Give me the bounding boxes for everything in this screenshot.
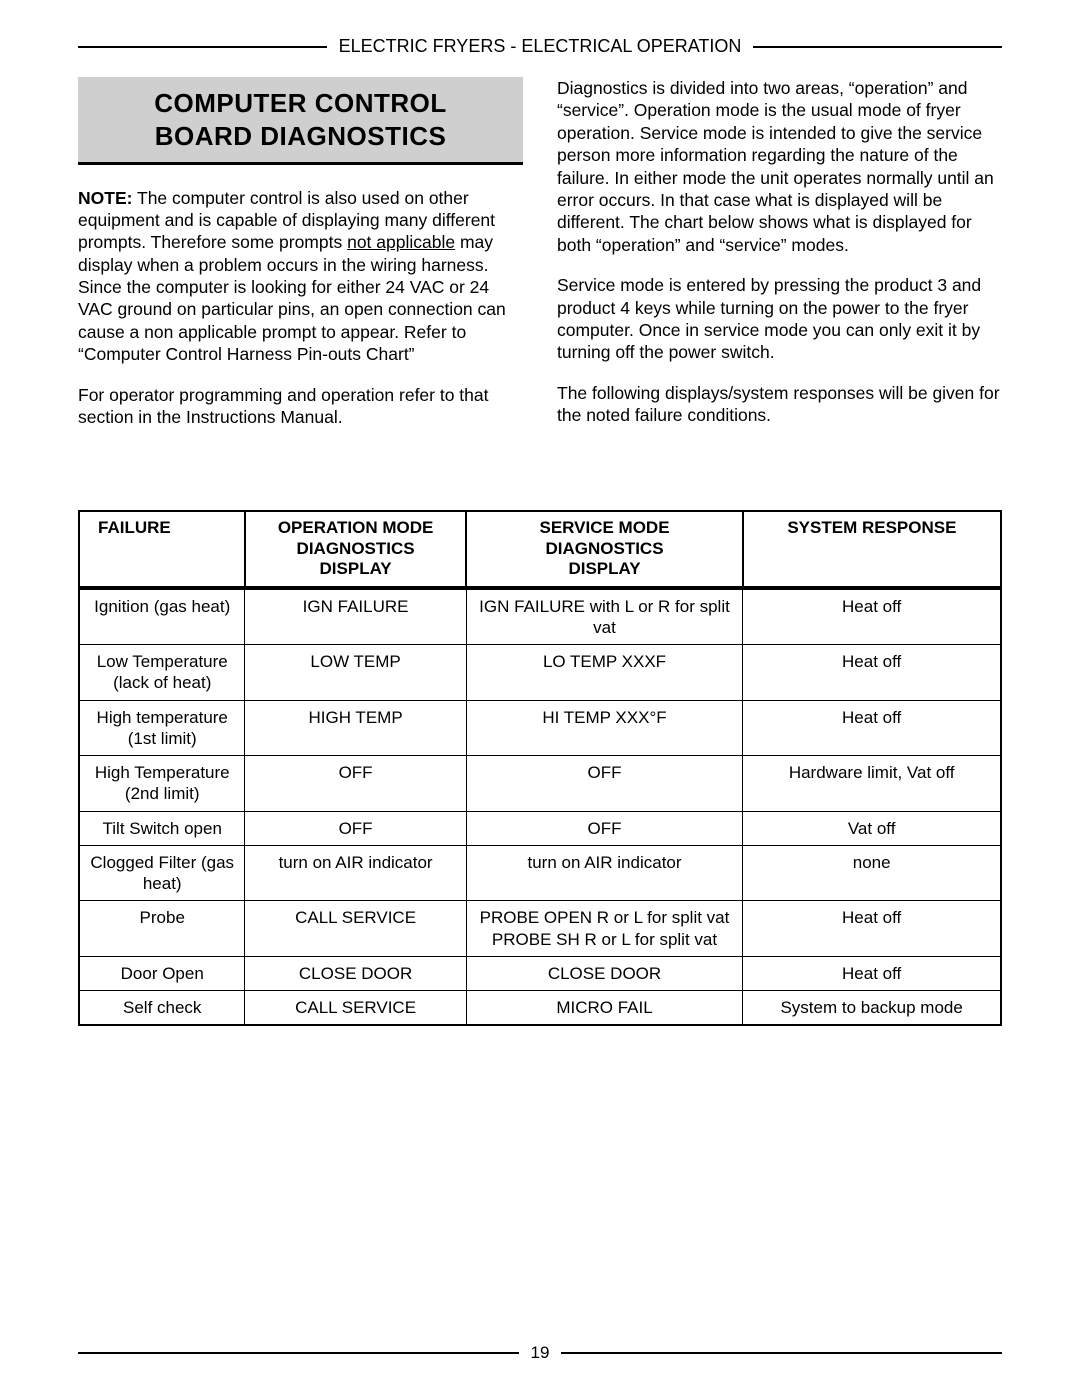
table-cell: Door Open [79, 956, 245, 990]
footer-rule-left [78, 1352, 519, 1354]
table-row: Ignition (gas heat)IGN FAILUREIGN FAILUR… [79, 588, 1001, 645]
table-cell: High temperature (1st limit) [79, 700, 245, 756]
table-cell: High Temperature (2nd limit) [79, 756, 245, 812]
diagnostics-table-wrap: FAILURE OPERATION MODEDIAGNOSTICSDISPLAY… [78, 510, 1002, 1026]
section-title-line1: COMPUTER CONTROL [86, 87, 515, 120]
th-operation: OPERATION MODEDIAGNOSTICSDISPLAY [245, 511, 466, 587]
table-cell: CLOSE DOOR [245, 956, 466, 990]
table-cell: IGN FAILURE with L or R for split vat [466, 588, 743, 645]
table-cell: CLOSE DOOR [466, 956, 743, 990]
right-para-2: Service mode is entered by pressing the … [557, 274, 1002, 364]
table-cell: Tilt Switch open [79, 811, 245, 845]
two-columns: COMPUTER CONTROL BOARD DIAGNOSTICS NOTE:… [78, 77, 1002, 446]
table-row: Low Temperature (lack of heat)LOW TEMPLO… [79, 645, 1001, 701]
table-cell: CALL SERVICE [245, 991, 466, 1026]
note-label: NOTE: [78, 188, 132, 208]
table-cell: Vat off [743, 811, 1001, 845]
table-cell: OFF [466, 756, 743, 812]
left-para-2: For operator programming and operation r… [78, 384, 523, 429]
table-row: ProbeCALL SERVICEPROBE OPEN R or L for s… [79, 901, 1001, 957]
table-cell: Hardware limit, Vat off [743, 756, 1001, 812]
page-footer: 19 [78, 1343, 1002, 1363]
table-header-row: FAILURE OPERATION MODEDIAGNOSTICSDISPLAY… [79, 511, 1001, 587]
note-paragraph: NOTE: The computer control is also used … [78, 187, 523, 366]
table-cell: HIGH TEMP [245, 700, 466, 756]
running-head: ELECTRIC FRYERS - ELECTRICAL OPERATION [78, 36, 1002, 57]
right-para-3: The following displays/system responses … [557, 382, 1002, 427]
table-head: FAILURE OPERATION MODEDIAGNOSTICSDISPLAY… [79, 511, 1001, 587]
table-cell: Heat off [743, 645, 1001, 701]
table-cell: Self check [79, 991, 245, 1026]
table-cell: OFF [245, 811, 466, 845]
note-underline: not applicable [347, 232, 455, 252]
table-body: Ignition (gas heat)IGN FAILUREIGN FAILUR… [79, 588, 1001, 1026]
table-cell: Heat off [743, 901, 1001, 957]
right-column: Diagnostics is divided into two areas, “… [557, 77, 1002, 446]
table-cell: turn on AIR indicator [245, 845, 466, 901]
table-row: High temperature (1st limit)HIGH TEMPHI … [79, 700, 1001, 756]
table-row: High Temperature (2nd limit)OFFOFFHardwa… [79, 756, 1001, 812]
left-column: COMPUTER CONTROL BOARD DIAGNOSTICS NOTE:… [78, 77, 523, 446]
table-cell: HI TEMP XXX°F [466, 700, 743, 756]
table-row: Clogged Filter (gas heat)turn on AIR ind… [79, 845, 1001, 901]
table-cell: Heat off [743, 700, 1001, 756]
table-cell: OFF [245, 756, 466, 812]
table-cell: IGN FAILURE [245, 588, 466, 645]
table-cell: none [743, 845, 1001, 901]
footer-rule-right [561, 1352, 1002, 1354]
table-cell: LO TEMP XXXF [466, 645, 743, 701]
table-cell: Low Temperature (lack of heat) [79, 645, 245, 701]
table-cell: OFF [466, 811, 743, 845]
table-cell: LOW TEMP [245, 645, 466, 701]
table-cell: CALL SERVICE [245, 901, 466, 957]
table-cell: System to backup mode [743, 991, 1001, 1026]
table-cell: PROBE OPEN R or L for split vatPROBE SH … [466, 901, 743, 957]
table-row: Tilt Switch openOFFOFFVat off [79, 811, 1001, 845]
table-cell: Ignition (gas heat) [79, 588, 245, 645]
table-cell: Heat off [743, 956, 1001, 990]
table-cell: Probe [79, 901, 245, 957]
table-cell: Clogged Filter (gas heat) [79, 845, 245, 901]
table-cell: MICRO FAIL [466, 991, 743, 1026]
right-para-1: Diagnostics is divided into two areas, “… [557, 77, 1002, 256]
table-row: Door OpenCLOSE DOORCLOSE DOORHeat off [79, 956, 1001, 990]
diagnostics-table: FAILURE OPERATION MODEDIAGNOSTICSDISPLAY… [78, 510, 1002, 1026]
table-cell: turn on AIR indicator [466, 845, 743, 901]
rule-left [78, 46, 327, 48]
section-title-box: COMPUTER CONTROL BOARD DIAGNOSTICS [78, 77, 523, 165]
table-cell: Heat off [743, 588, 1001, 645]
table-row: Self checkCALL SERVICEMICRO FAILSystem t… [79, 991, 1001, 1026]
running-title: ELECTRIC FRYERS - ELECTRICAL OPERATION [339, 36, 742, 57]
rule-right [753, 46, 1002, 48]
section-title-line2: BOARD DIAGNOSTICS [86, 120, 515, 153]
th-failure: FAILURE [79, 511, 245, 587]
page-number: 19 [531, 1343, 550, 1363]
th-response: SYSTEM RESPONSE [743, 511, 1001, 587]
th-service: SERVICE MODEDIAGNOSTICSDISPLAY [466, 511, 743, 587]
